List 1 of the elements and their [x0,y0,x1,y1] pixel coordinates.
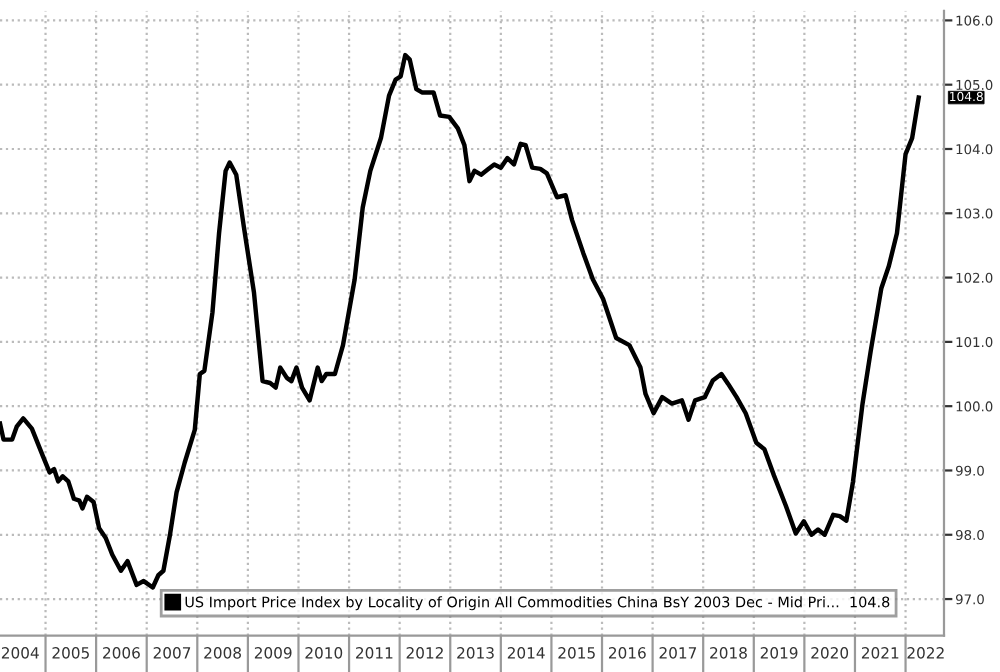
line-series [0,52,921,590]
